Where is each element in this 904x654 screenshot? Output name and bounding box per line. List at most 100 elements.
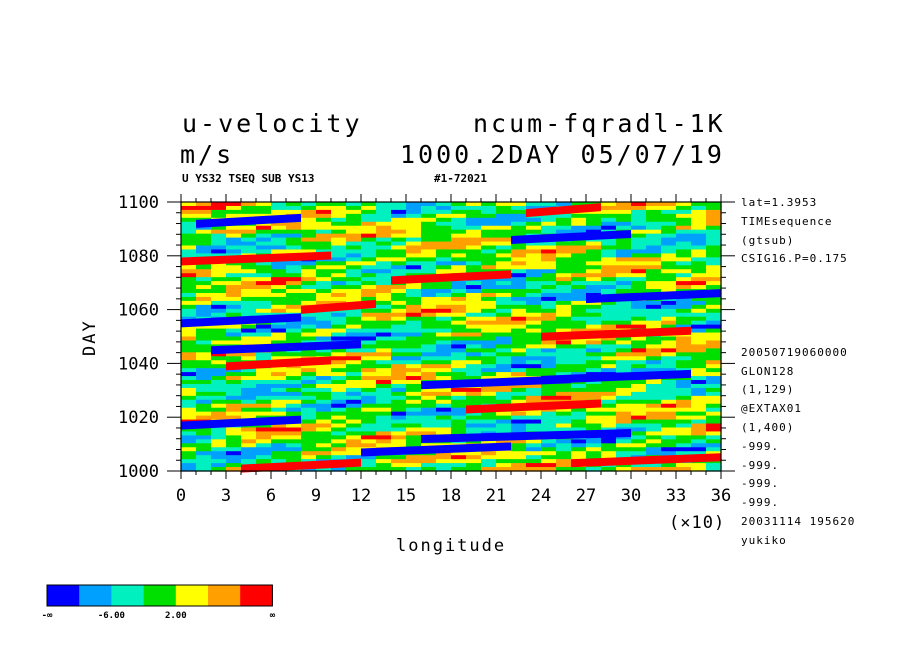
heatmap-cell [511,451,527,456]
heatmap-cell [346,387,362,393]
heatmap-cell [286,237,302,243]
heatmap-cell [211,443,227,448]
heatmap-cell [226,225,242,231]
heatmap-cell [691,249,707,255]
heatmap-cell [211,296,227,302]
heatmap-cell [256,431,272,436]
heatmap-cell [541,419,557,425]
heatmap-cell [196,391,212,397]
chart-title: u-velocity [182,109,363,138]
heatmap-cell [181,415,197,421]
heatmap-cell [601,360,617,365]
heatmap-cell [511,269,527,274]
heatmap-cell [256,308,272,314]
heatmap-cell [556,324,572,330]
heatmap-cell [601,277,617,282]
heatmap-cell [181,467,197,472]
heatmap-cell [661,427,677,433]
heatmap-cell [271,427,287,433]
heatmap-cell [511,411,527,417]
heatmap-cell [286,383,302,389]
heatmap-cell [511,395,527,401]
heatmap-cell [691,221,707,227]
heatmap-cell [196,356,212,361]
heatmap-cell [571,364,587,369]
info-range-1: (1,129) [741,383,795,396]
heatmap-cell [196,225,212,231]
heatmap-cell [616,395,632,401]
heatmap-cell [376,249,392,255]
x-tick-label: 27 [576,486,596,506]
heatmap-cell [706,245,722,251]
heatmap-cell [466,202,482,207]
heatmap-cell [316,391,332,397]
heatmap-cell [301,265,317,270]
heatmap-cell [661,245,677,251]
heatmap-cell [616,435,632,440]
heatmap-cell [646,419,662,425]
heatmap-cell [391,229,407,235]
heatmap-cell [601,308,617,314]
heatmap-cell [676,312,692,318]
heatmap-cell [406,372,422,377]
heatmap-cell [466,387,482,393]
heatmap-cell [661,407,677,413]
heatmap-cell [271,455,287,460]
heatmap-cell [631,411,647,417]
heatmap-cell [376,289,392,294]
heatmap-cell [481,427,497,433]
heatmap-cell [421,463,437,468]
heatmap-cell [436,407,452,413]
heatmap-cell [541,213,557,219]
heatmap-cell [571,407,587,413]
heatmap-cell [421,269,437,274]
heatmap-cell [436,225,452,231]
heatmap-cell [181,411,197,417]
heatmap-cell [451,467,467,472]
heatmap-cell [676,360,692,365]
heatmap-cell [391,320,407,326]
heatmap-cell [571,387,587,393]
heatmap-cell [616,352,632,357]
heatmap-cell [676,439,692,444]
heatmap-cell [691,376,707,381]
heatmap-cell [256,285,272,290]
heatmap-cell [661,253,677,258]
heatmap-cell [646,221,662,227]
heatmap-cell [391,455,407,460]
heatmap-cell [661,399,677,405]
heatmap-cell [601,217,617,223]
heatmap-cell [691,229,707,235]
heatmap-cell [571,356,587,361]
colorbar-swatch [47,585,80,606]
heatmap-cell [646,316,662,322]
heatmap-cell [706,364,722,369]
heatmap-cell [346,277,362,282]
heatmap-cell [181,281,197,286]
heatmap-cell [631,348,647,353]
heatmap-cell [316,364,332,369]
heatmap-cell [376,237,392,243]
heatmap-cell [526,289,542,294]
heatmap-cell [301,281,317,286]
heatmap-cell [511,202,527,207]
heatmap-cell [376,221,392,227]
heatmap-cell [676,391,692,397]
heatmap-cell [241,332,257,338]
heatmap-cell [211,332,227,338]
heatmap-cell [676,336,692,342]
heatmap-cell [196,292,212,298]
heatmap-cell [391,245,407,251]
heatmap-cell [271,340,287,346]
heatmap-cell [391,407,407,413]
heatmap-cell [631,261,647,266]
heatmap-cell [526,395,542,401]
heatmap-cell [331,265,347,270]
heatmap-cell [571,443,587,448]
heatmap-cell [466,463,482,468]
heatmap-cell [571,352,587,357]
heatmap-cell [541,443,557,448]
heatmap-cell [301,427,317,433]
heatmap-cell [466,269,482,274]
